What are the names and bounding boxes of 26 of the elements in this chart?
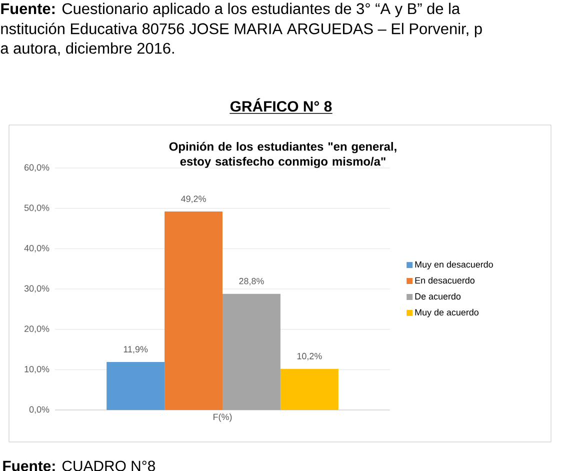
y-tick-label: 10,0% — [24, 366, 50, 374]
x-tick-label: F(%) — [214, 414, 232, 422]
bar — [280, 368, 338, 410]
text: Fuente: Cuestionario aplicado a los estudiantes de 3° “A y B” de la — [1, 2, 460, 18]
text: nstitución Educativa 80756 JOSE MARIA ARGUEDAS – El Porvenir, p — [1, 22, 482, 38]
text: Fuente: CUADRO N°8 — [3, 460, 156, 471]
y-tick-label: 50,0% — [24, 204, 50, 212]
data-label: 49,2% — [181, 196, 206, 204]
y-tick-label: 40,0% — [24, 244, 50, 252]
chart-title: Opinión de los estudiantes "en general, estoy satisfecho conmigo mismo/a" — [169, 142, 396, 168]
y-tick-label: 60,0% — [24, 164, 50, 172]
data-label: 11,9% — [124, 346, 148, 354]
y-tick-label: 20,0% — [24, 326, 50, 334]
legend-label: En desacuerdo — [415, 277, 475, 284]
data-label: 10,2% — [297, 352, 322, 360]
text: GRÁFICO N° 8 — [230, 98, 332, 112]
legend-label: Muy de acuerdo — [415, 308, 478, 318]
bar — [106, 362, 165, 410]
y-tick-label: 30,0% — [24, 285, 50, 293]
legend-label: Muy en desacuerdo — [415, 261, 493, 270]
bar — [164, 212, 223, 410]
bar — [222, 294, 280, 410]
text: a autora, diciembre 2016. — [0, 42, 174, 56]
y-tick-label: 0,0% — [29, 406, 50, 414]
legend-label: De acuerdo — [415, 292, 461, 300]
data-label: 28,8% — [239, 278, 264, 286]
